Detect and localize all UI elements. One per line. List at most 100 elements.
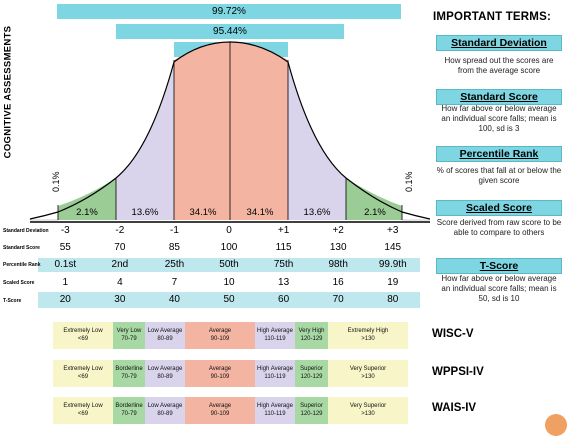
segment-label: 13.6% <box>131 207 159 218</box>
value: 30 <box>114 294 126 305</box>
class-cell: Average 90-109 <box>185 397 255 424</box>
row-values-tscore: 20 30 40 50 60 70 80 <box>38 294 420 305</box>
value: 25th <box>164 259 185 270</box>
class-cell: Extremely Low <69 <box>53 360 113 387</box>
class-cell: Borderline 70-79 <box>113 397 145 424</box>
percentile-row-band <box>38 258 420 272</box>
value: 60 <box>278 294 290 305</box>
class-cell: Very Superior >130 <box>328 397 408 424</box>
segment-label: 34.1% <box>246 207 274 218</box>
term-desc-percentile: % of scores that fall at or below the gi… <box>436 166 562 185</box>
value: 50th <box>219 259 239 270</box>
value: 75th <box>273 259 294 270</box>
class-cell: Very Superior >130 <box>328 360 408 387</box>
bell-curve <box>29 41 430 223</box>
test-name-wais: WAIS-IV <box>432 402 477 414</box>
term-desc-sd: How spread out the scores are from the a… <box>444 56 554 75</box>
test-row-wais: Extremely Low <69 Borderline 70-79 Low Ave… <box>53 397 408 424</box>
value: 0 <box>226 225 232 236</box>
value: 1 <box>62 277 69 288</box>
class-cell: Extremely Low <69 <box>53 322 113 349</box>
value: -2 <box>115 225 125 236</box>
value: -3 <box>60 225 70 236</box>
test-name-wppsi: WPPSI-IV <box>432 366 484 378</box>
percent-bar-95-44: 95.44% <box>116 24 344 39</box>
segment-label: 34.1% <box>189 207 217 218</box>
test-row-wisc: Extremely Low <69 Very Low 70-79 Low Avera… <box>53 322 408 349</box>
class-cell: Low Average 80-89 <box>145 322 185 349</box>
row-label-percentile: Percentile Rank <box>3 262 41 268</box>
class-cell: Borderline 70-79 <box>113 360 145 387</box>
class-cell: Average 90-109 <box>185 322 255 349</box>
row-values-sd: -3 -2 -1 0 +1 +2 +3 <box>38 225 420 236</box>
value: 0.1st <box>54 259 77 270</box>
segment-0-plus1 <box>230 42 288 220</box>
class-cell: Extremely Low <69 <box>53 397 113 424</box>
value: 10 <box>223 277 235 288</box>
percent-bar-99-72: 99.72% <box>57 4 401 19</box>
segment-label: 13.6% <box>303 207 331 218</box>
value: 40 <box>168 294 180 305</box>
row-label-scaled: Scaled Score <box>3 280 35 286</box>
segment-label: 2.1% <box>364 207 386 218</box>
segment-plus1-plus2 <box>288 60 346 220</box>
value: 130 <box>329 242 347 253</box>
segment-minus2-minus1 <box>116 60 174 220</box>
class-cell: Superior 120-129 <box>295 360 328 387</box>
value: 20 <box>59 294 71 305</box>
class-cell: Extremely High >130 <box>328 322 408 349</box>
value: 70 <box>114 242 126 253</box>
value: 55 <box>59 242 71 253</box>
row-label-tscore: T-Score <box>3 298 22 304</box>
class-cell: Very High 120-129 <box>295 322 328 349</box>
value: +2 <box>332 225 344 236</box>
class-cell: High Average 110-119 <box>255 322 295 349</box>
value: 99.9th <box>378 259 407 270</box>
term-head-tscore: T-Score <box>436 258 562 274</box>
class-cell: Low Average 80-89 <box>145 397 185 424</box>
value: +1 <box>277 225 290 236</box>
value: 50 <box>223 294 235 305</box>
class-cell: High Average 110-119 <box>255 360 295 387</box>
term-head-sd: Standard Deviation <box>436 35 562 51</box>
test-name-wisc: WISC-V <box>432 328 474 340</box>
row-label-sd: Standard Deviation <box>3 228 49 234</box>
value: 13 <box>278 277 290 288</box>
value: 100 <box>220 242 238 253</box>
class-cell: Average 90-109 <box>185 360 255 387</box>
class-cell: High Average 110-119 <box>255 397 295 424</box>
value: 145 <box>384 242 402 253</box>
term-desc-scaled: Score derived from raw score to be able … <box>436 218 562 237</box>
row-values-percentile: 0.1st 2nd 25th 50th 75th 98th 99.9th <box>38 259 420 270</box>
value: 98th <box>328 259 348 270</box>
value: 19 <box>387 277 399 288</box>
value: 80 <box>387 294 399 305</box>
value: 85 <box>168 242 180 253</box>
term-desc-tscore: How far above or below average an indivi… <box>441 274 557 303</box>
value: 4 <box>117 277 123 288</box>
value: 7 <box>171 277 178 288</box>
logo-badge <box>545 414 567 436</box>
value: -1 <box>169 225 179 236</box>
tail-label-right: 0.1% <box>404 171 414 192</box>
value: +3 <box>387 225 399 236</box>
row-label-standard-score: Standard Score <box>3 245 40 251</box>
value: 16 <box>332 277 344 288</box>
value: 115 <box>275 242 292 253</box>
class-cell: Very Low 70-79 <box>113 322 145 349</box>
row-values-standard-score: 55 70 85 100 115 130 145 <box>38 242 420 253</box>
test-row-wppsi: Extremely Low <69 Borderline 70-79 Low Ave… <box>53 360 408 387</box>
value: 70 <box>332 294 344 305</box>
term-head-standard-score: Standard Score <box>436 89 562 105</box>
tscore-row-band <box>38 292 420 308</box>
terms-title: IMPORTANT TERMS: <box>433 11 551 23</box>
row-values-scaled: 1 4 7 10 13 16 19 <box>38 277 420 288</box>
segment-minus1-0 <box>174 42 230 220</box>
class-cell: Low Average 80-89 <box>145 360 185 387</box>
value: 2nd <box>111 259 129 270</box>
term-desc-standard-score: How far above or below average an indivi… <box>441 104 557 133</box>
class-cell: Superior 120-129 <box>295 397 328 424</box>
term-head-scaled: Scaled Score <box>436 200 562 216</box>
term-head-percentile: Percentile Rank <box>436 146 562 162</box>
segment-label: 2.1% <box>76 207 98 218</box>
